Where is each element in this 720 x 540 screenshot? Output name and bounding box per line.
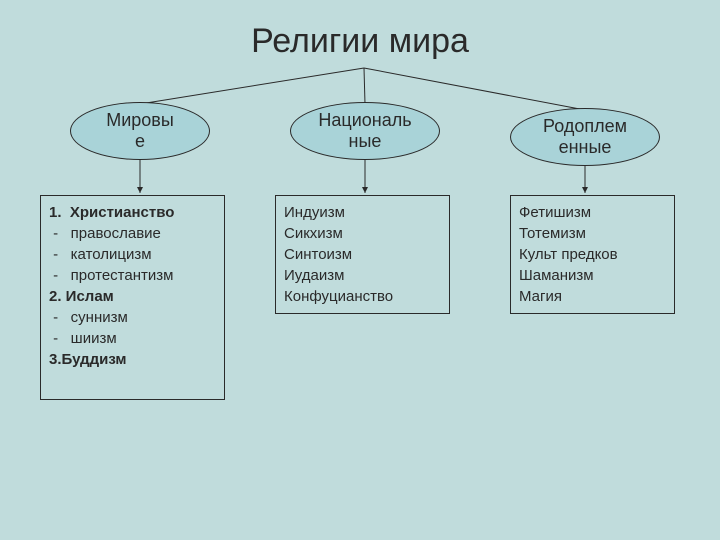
ellipse-national: Национальные <box>290 102 440 160</box>
list-item: Шаманизм <box>519 265 666 286</box>
box-world: 1. Христианство - православие - католици… <box>40 195 225 400</box>
list-item: Синтоизм <box>284 244 441 265</box>
list-item: Культ предков <box>519 244 666 265</box>
ellipse-world: Мировые <box>70 102 210 160</box>
list-item: 1. Христианство <box>49 202 216 223</box>
list-item: - православие <box>49 223 216 244</box>
list-item: Конфуцианство <box>284 286 441 307</box>
list-item: - шиизм <box>49 328 216 349</box>
list-item: Сикхизм <box>284 223 441 244</box>
list-item: Тотемизм <box>519 223 666 244</box>
list-item: Фетишизм <box>519 202 666 223</box>
list-item: - католицизм <box>49 244 216 265</box>
list-item: Магия <box>519 286 666 307</box>
list-item: Иудаизм <box>284 265 441 286</box>
box-tribal: ФетишизмТотемизмКульт предковШаманизмМаг… <box>510 195 675 314</box>
list-item: - протестантизм <box>49 265 216 286</box>
box-national: ИндуизмСикхизмСинтоизмИудаизмКонфуцианст… <box>275 195 450 314</box>
list-item: Индуизм <box>284 202 441 223</box>
page-title: Религии мира <box>0 22 720 61</box>
ellipse-world-label: Мировые <box>106 110 174 151</box>
list-item: 3.Буддизм <box>49 349 216 370</box>
ellipse-tribal: Родоплеменные <box>510 108 660 166</box>
ellipse-tribal-label: Родоплеменные <box>543 116 627 157</box>
list-item: 2. Ислам <box>49 286 216 307</box>
ellipse-national-label: Национальные <box>318 110 411 151</box>
list-item: - суннизм <box>49 307 216 328</box>
